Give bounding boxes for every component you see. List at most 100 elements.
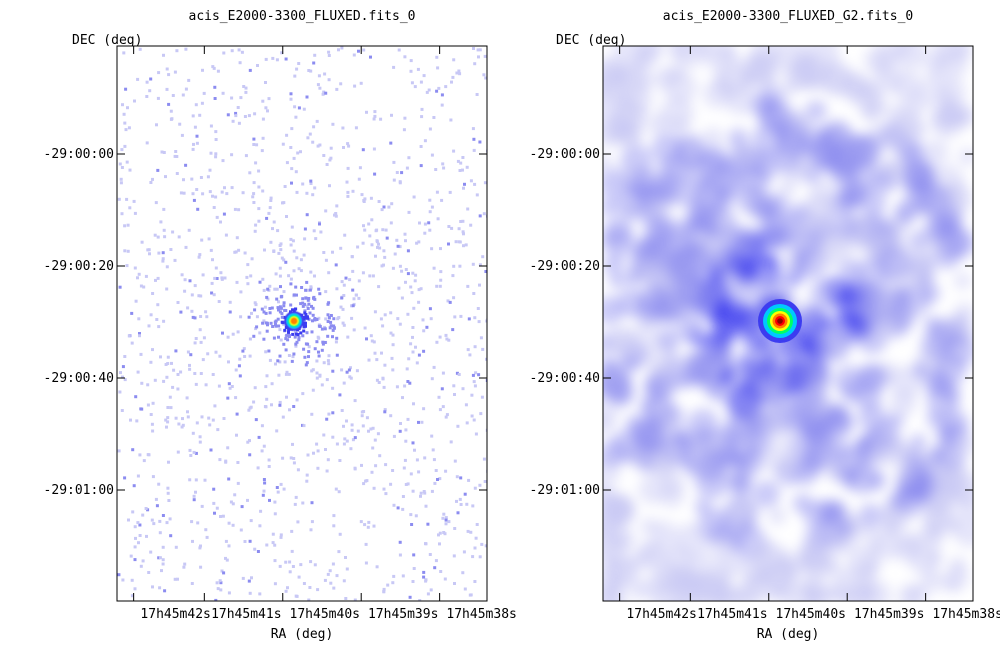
count-pixel [278, 305, 282, 309]
count-pixel [341, 307, 345, 311]
count-pixel [171, 94, 175, 97]
count-pixel [473, 345, 477, 349]
count-pixel [367, 358, 371, 362]
count-pixel [260, 149, 264, 153]
count-pixel [350, 423, 354, 427]
count-pixel [194, 490, 197, 494]
count-pixel [204, 383, 208, 387]
count-pixel [211, 194, 214, 198]
count-pixel [299, 302, 303, 306]
count-pixel [261, 136, 265, 140]
count-pixel [244, 90, 248, 94]
count-pixel [396, 506, 400, 510]
count-pixel [190, 177, 194, 181]
count-pixel [335, 442, 339, 446]
count-pixel [464, 403, 468, 407]
count-pixel [294, 307, 297, 311]
diffuse-blob [638, 539, 672, 572]
count-pixel [277, 373, 281, 377]
count-pixel [205, 535, 209, 539]
count-pixel [367, 520, 371, 524]
count-pixel [377, 285, 381, 289]
count-pixel [145, 80, 149, 84]
count-pixel [209, 448, 213, 452]
diffuse-blob [858, 403, 887, 432]
count-pixel [439, 247, 442, 251]
diffuse-blob [682, 459, 699, 476]
count-pixel [120, 212, 124, 216]
count-pixel [227, 521, 231, 525]
count-pixel [428, 210, 432, 214]
diffuse-blob [797, 355, 831, 388]
diffuse-blob [642, 573, 669, 599]
count-pixel [458, 72, 462, 76]
count-pixel [384, 463, 388, 467]
panel-left-y-ticks: -29:00:00-29:00:20-29:00:40-29:01:00 [44, 147, 487, 498]
count-pixel [461, 387, 465, 391]
count-pixel [331, 562, 335, 566]
count-pixel [253, 308, 257, 312]
count-pixel [146, 453, 150, 457]
count-pixel [175, 172, 179, 175]
count-pixel [427, 221, 431, 225]
count-pixel [118, 162, 122, 166]
count-pixel [317, 316, 321, 320]
count-pixel [136, 276, 139, 280]
count-pixel [262, 319, 266, 323]
count-pixel [283, 328, 287, 332]
count-pixel [320, 327, 324, 331]
count-pixel [161, 545, 165, 549]
count-pixel [176, 577, 179, 581]
count-pixel [429, 588, 433, 592]
count-pixel [408, 381, 412, 385]
count-pixel [212, 501, 216, 505]
diffuse-blob [924, 70, 944, 90]
diffuse-blob [778, 81, 796, 99]
count-pixel [342, 579, 346, 583]
count-pixel [431, 448, 435, 452]
count-pixel [462, 244, 465, 248]
count-pixel [119, 371, 122, 375]
count-pixel [239, 290, 243, 294]
count-pixel [265, 329, 269, 333]
count-pixel [482, 457, 486, 461]
count-pixel [444, 85, 448, 89]
diffuse-blob [924, 54, 945, 75]
count-pixel [425, 325, 429, 329]
count-pixel [439, 270, 443, 274]
count-pixel [362, 200, 366, 203]
count-pixel [444, 518, 448, 522]
count-pixel [414, 273, 418, 277]
diffuse-blob [863, 47, 888, 72]
count-pixel [472, 380, 476, 384]
count-pixel [130, 578, 134, 582]
count-pixel [130, 594, 134, 598]
count-pixel [267, 349, 271, 353]
count-pixel [473, 486, 477, 490]
count-pixel [289, 282, 293, 286]
count-pixel [268, 284, 272, 288]
count-pixel [289, 277, 293, 281]
count-pixel [256, 550, 260, 553]
count-pixel [447, 225, 451, 228]
count-pixel [179, 370, 183, 374]
diffuse-blob [905, 584, 927, 601]
count-pixel [317, 324, 321, 328]
count-pixel [289, 456, 293, 460]
count-pixel [371, 446, 375, 450]
count-pixel [284, 57, 288, 61]
count-pixel [419, 80, 423, 84]
diffuse-blob [894, 482, 928, 516]
diffuse-blob [892, 288, 913, 309]
count-pixel [309, 182, 313, 185]
count-pixel [301, 182, 305, 186]
count-pixel [137, 317, 141, 321]
count-pixel [184, 245, 188, 249]
x-tick-label: 17h45m38s [446, 607, 516, 622]
count-pixel [192, 494, 196, 498]
count-pixel [325, 469, 329, 473]
count-pixel [237, 208, 241, 212]
count-pixel [350, 428, 354, 432]
count-pixel [323, 72, 327, 76]
count-pixel [308, 586, 312, 589]
